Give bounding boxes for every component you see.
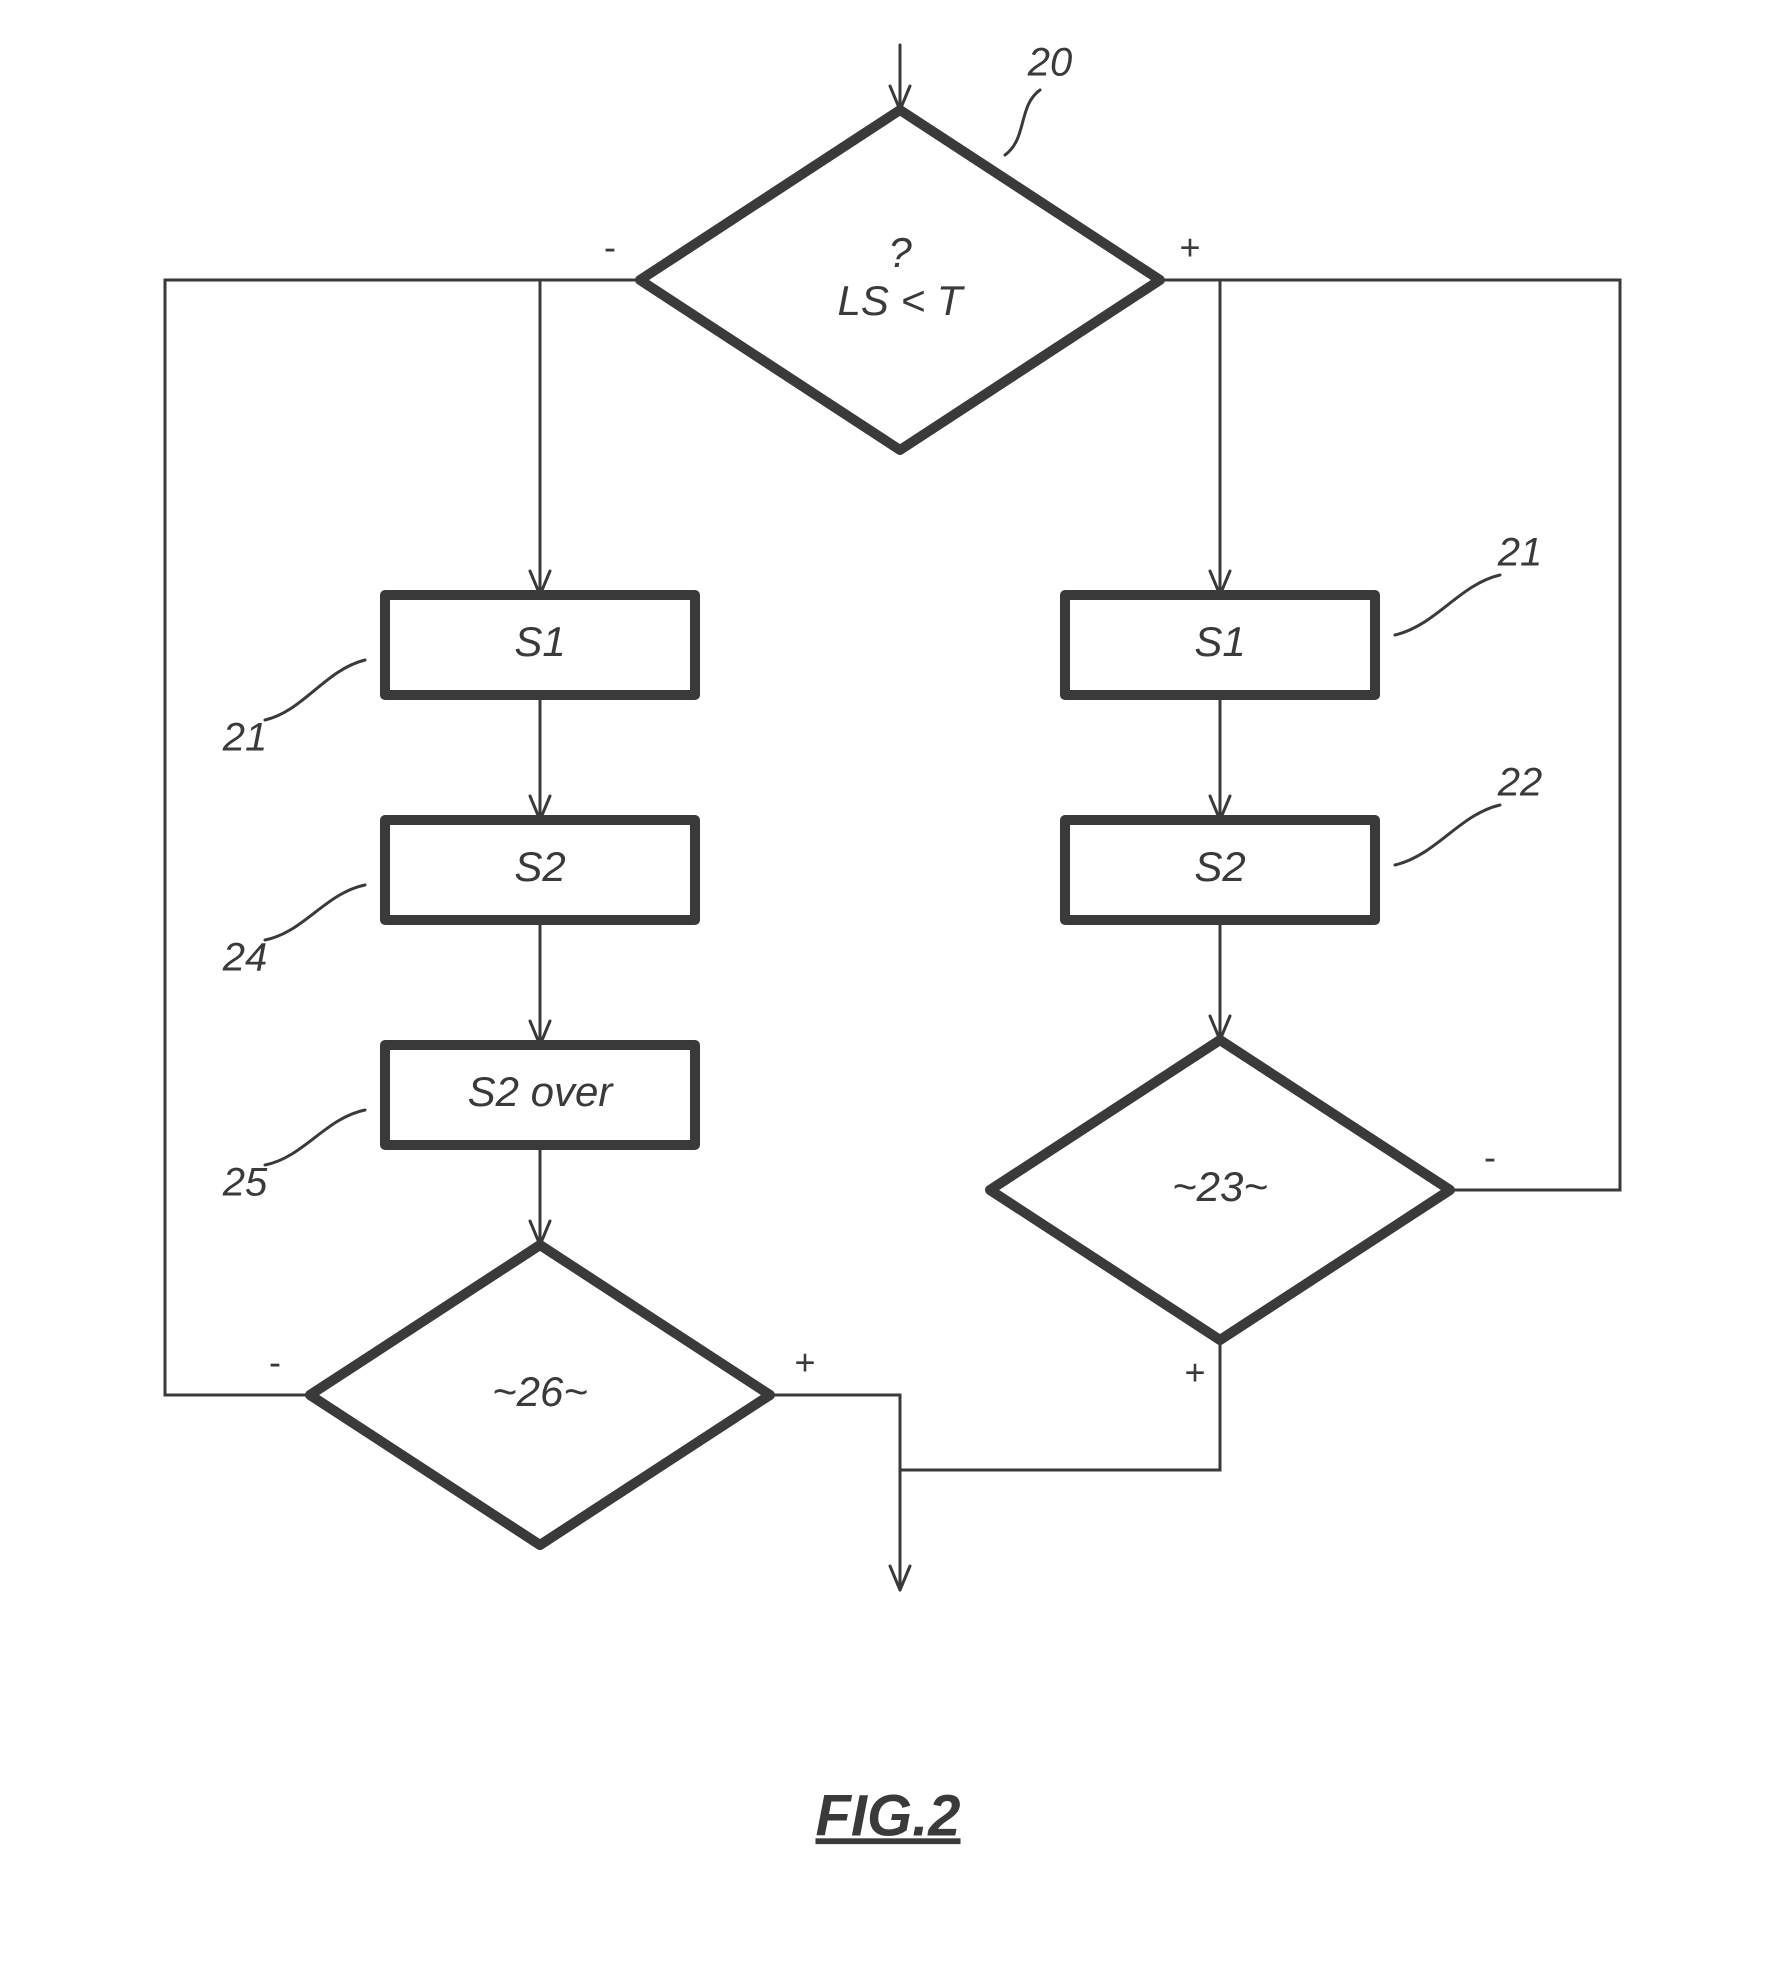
ref21R: 21 <box>1497 531 1543 575</box>
node-d23-label: ~23~ <box>1172 1163 1268 1210</box>
node-d26-label: ~26~ <box>492 1368 588 1415</box>
ref22: 22 <box>1497 761 1543 805</box>
edge-e_d20_minus-label: - <box>604 227 616 268</box>
node-r24-label: S2 <box>514 843 565 890</box>
edge-e_26_minus-label: - <box>269 1342 281 1383</box>
ref20: 20 <box>1027 41 1073 85</box>
figure-title: FIG.2 <box>815 1783 960 1848</box>
edge-e_23_plus-label: + <box>1184 1352 1205 1393</box>
node-r22-label: S2 <box>1194 843 1245 890</box>
ref21L: 21 <box>222 716 268 760</box>
edge-e_23_minus-label: - <box>1484 1137 1496 1178</box>
node-r21L-label: S1 <box>514 618 565 665</box>
ref24: 24 <box>222 936 268 980</box>
edge-e_26_plus-label: + <box>794 1342 815 1383</box>
node-r25-label: S2 over <box>468 1068 615 1115</box>
ref25: 25 <box>222 1161 268 1205</box>
node-d20-label: ? <box>888 229 912 276</box>
edge-e_d20_plus-label: + <box>1179 227 1200 268</box>
node-d20-label: LS < T <box>838 277 966 324</box>
node-r21R-label: S1 <box>1194 618 1245 665</box>
